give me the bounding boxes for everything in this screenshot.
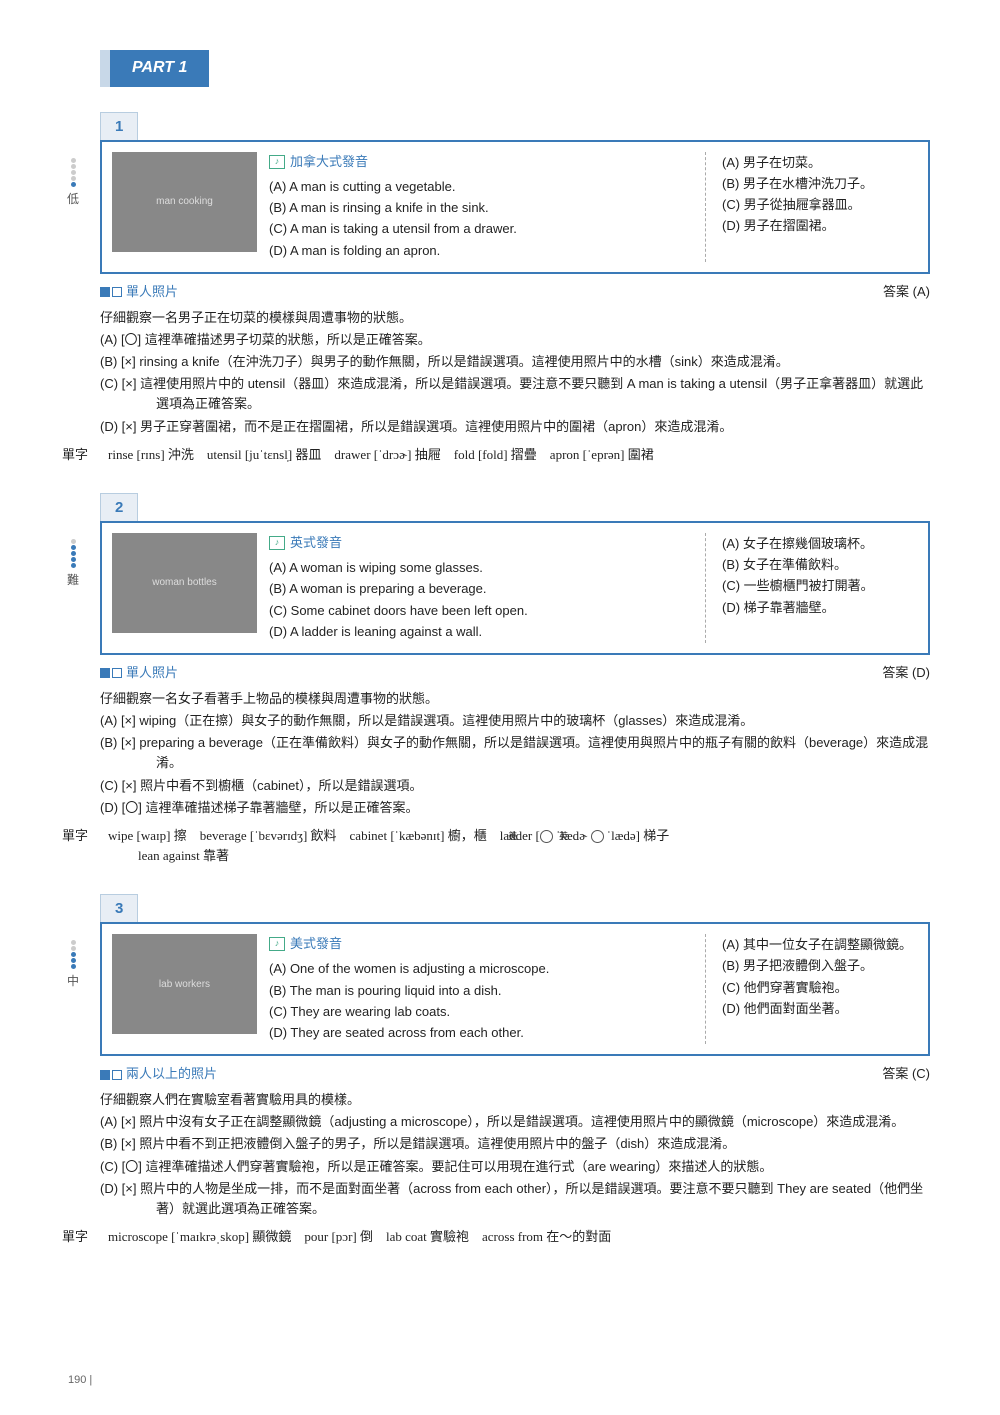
accent-label: 加拿大式發音: [290, 152, 368, 172]
option-chinese: (D) 梯子靠著牆壁。: [722, 598, 918, 618]
answer-label: 答案 (C): [882, 1064, 930, 1084]
difficulty-indicator: 難: [64, 539, 82, 590]
question-number-tab: 3: [100, 894, 138, 922]
photo-type-tag: 兩人以上的照片: [100, 1064, 217, 1084]
vocabulary-line: 單字rinse [rɪns] 沖洗 utensil [juˈtɛnsl̩] 器皿…: [100, 445, 930, 465]
option-chinese: (B) 男子在水槽沖洗刀子。: [722, 174, 918, 194]
option-chinese: (B) 女子在準備飲料。: [722, 555, 918, 575]
option-chinese: (D) 他們面對面坐著。: [722, 999, 918, 1019]
option-english: (C) They are wearing lab coats.: [269, 1002, 691, 1022]
option-english: (A) A woman is wiping some glasses.: [269, 558, 691, 578]
difficulty-indicator: 低: [64, 158, 82, 209]
vocabulary-line: 單字microscope [ˈmaɪkrəˌskop] 顯微鏡 pour [pɔ…: [100, 1227, 930, 1247]
audio-icon: ♪: [269, 937, 285, 951]
option-english: (C) Some cabinet doors have been left op…: [269, 601, 691, 621]
option-chinese: (C) 他們穿著實驗袍。: [722, 978, 918, 998]
option-chinese: (A) 男子在切菜。: [722, 153, 918, 173]
explanation-item: (B) [×] rinsing a knife（在沖洗刀子）與男子的動作無關，所…: [100, 352, 930, 372]
part-badge: PART 1: [100, 50, 209, 87]
question-number-tab: 2: [100, 493, 138, 521]
page-number: 190: [68, 1374, 86, 1386]
option-english: (D) They are seated across from each oth…: [269, 1023, 691, 1043]
vocabulary-line: 單字wipe [waɪp] 擦 beverage [ˈbɛvərɪdʒ] 飲料 …: [100, 826, 930, 866]
explanation-item: (C) [×] 照片中看不到櫥櫃（cabinet），所以是錯誤選項。: [100, 776, 930, 796]
photo-type-tag: 單人照片: [100, 282, 178, 302]
explanation-item: (A) [×] 照片中沒有女子正在調整顯微鏡（adjusting a micro…: [100, 1112, 930, 1132]
accent-label: 英式發音: [290, 533, 342, 553]
explanation-item: (D) [×] 男子正穿著圍裙，而不是正在摺圍裙，所以是錯誤選項。這裡使用照片中…: [100, 417, 930, 437]
option-english: (B) A man is rinsing a knife in the sink…: [269, 198, 691, 218]
audio-icon: ♪: [269, 536, 285, 550]
option-chinese: (B) 男子把液體倒入盤子。: [722, 956, 918, 976]
question-image: man cooking: [112, 152, 257, 252]
question-image: lab workers: [112, 934, 257, 1034]
explanation-intro: 仔細觀察人們在實驗室看著實驗用具的模樣。: [100, 1090, 930, 1110]
option-chinese: (C) 一些櫥櫃門被打開著。: [722, 576, 918, 596]
option-chinese: (A) 女子在擦幾個玻璃杯。: [722, 534, 918, 554]
option-chinese: (C) 男子從抽屜拿器皿。: [722, 195, 918, 215]
answer-label: 答案 (A): [883, 282, 930, 302]
explanation-intro: 仔細觀察一名女子看著手上物品的模樣與周遭事物的狀態。: [100, 689, 930, 709]
accent-label: 美式發音: [290, 934, 342, 954]
question-box: woman bottles ♪ 英式發音 (A) A woman is wiping …: [100, 521, 930, 655]
option-english: (A) A man is cutting a vegetable.: [269, 177, 691, 197]
photo-type-tag: 單人照片: [100, 663, 178, 683]
explanation-item: (D) [×] 照片中的人物是坐成一排，而不是面對面坐著（across from…: [100, 1179, 930, 1219]
question-number-tab: 1: [100, 112, 138, 140]
explanation-intro: 仔細觀察一名男子正在切菜的模樣與周遭事物的狀態。: [100, 308, 930, 328]
audio-icon: ♪: [269, 155, 285, 169]
option-english: (D) A man is folding an apron.: [269, 241, 691, 261]
option-english: (C) A man is taking a utensil from a dra…: [269, 219, 691, 239]
explanation-item: (C) [〇] 這裡準確描述人們穿著實驗袍，所以是正確答案。要記住可以用現在進行…: [100, 1157, 930, 1177]
explanation-item: (A) [〇] 這裡準確描述男子切菜的狀態，所以是正確答案。: [100, 330, 930, 350]
explanation-item: (D) [〇] 這裡準確描述梯子靠著牆壁，所以是正確答案。: [100, 798, 930, 818]
answer-label: 答案 (D): [882, 663, 930, 683]
explanation-item: (B) [×] preparing a beverage（正在準備飲料）與女子的…: [100, 733, 930, 773]
explanation-item: (C) [×] 這裡使用照片中的 utensil（器皿）來造成混淆，所以是錯誤選…: [100, 374, 930, 414]
question-box: lab workers ♪ 美式發音 (A) One of the women is …: [100, 922, 930, 1056]
option-english: (A) One of the women is adjusting a micr…: [269, 959, 691, 979]
option-english: (D) A ladder is leaning against a wall.: [269, 622, 691, 642]
option-english: (B) A woman is preparing a beverage.: [269, 579, 691, 599]
explanation-item: (A) [×] wiping（正在擦）與女子的動作無關，所以是錯誤選項。這裡使用…: [100, 711, 930, 731]
option-chinese: (A) 其中一位女子在調整顯微鏡。: [722, 935, 918, 955]
difficulty-indicator: 中: [64, 940, 82, 991]
question-box: man cooking ♪ 加拿大式發音 (A) A man is cutting a…: [100, 140, 930, 274]
explanation-item: (B) [×] 照片中看不到正把液體倒入盤子的男子，所以是錯誤選項。這裡使用照片…: [100, 1134, 930, 1154]
option-english: (B) The man is pouring liquid into a dis…: [269, 981, 691, 1001]
option-chinese: (D) 男子在摺圍裙。: [722, 216, 918, 236]
question-image: woman bottles: [112, 533, 257, 633]
